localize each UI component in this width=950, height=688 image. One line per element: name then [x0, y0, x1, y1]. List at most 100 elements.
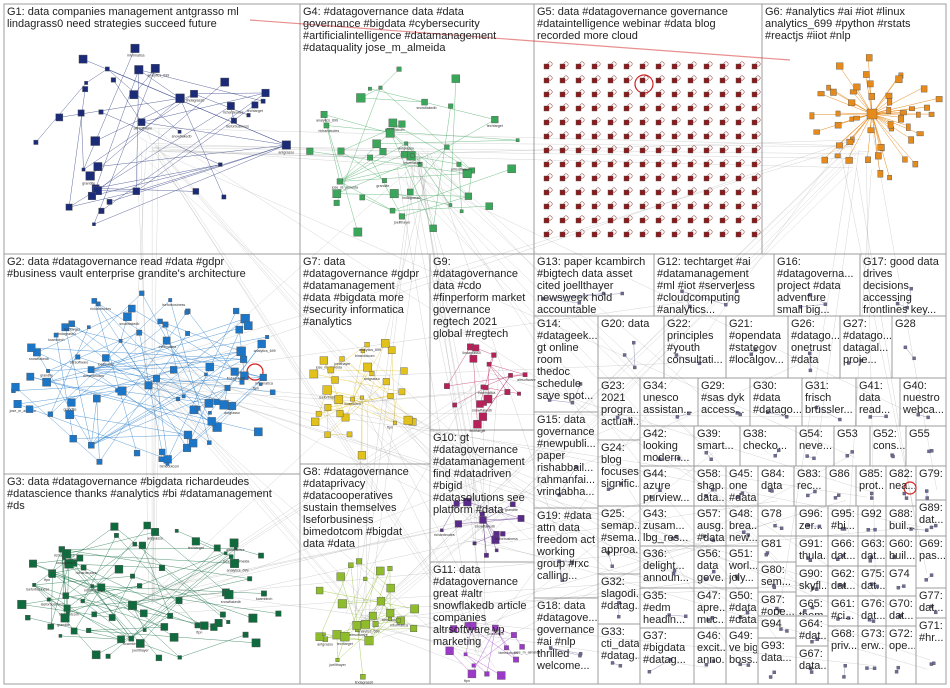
g26-label-line: #datago... [791, 330, 839, 342]
graph-edge [179, 634, 246, 658]
graph-edge [352, 398, 409, 421]
g7-label-line: #data #bigdata more [303, 292, 404, 304]
node-label: jose_m_almeida [513, 650, 540, 654]
graph-node [591, 217, 598, 224]
self-loop [595, 159, 601, 165]
graph-edge [847, 113, 873, 160]
node-label: lseforbusiness [162, 303, 185, 307]
node-label: grandite [63, 407, 76, 411]
g29-label-line: #sas dyk [701, 392, 745, 404]
g14-label-line: #datageek... [537, 330, 597, 342]
inter-group-edge [169, 377, 922, 528]
graph-node [261, 590, 267, 597]
graph-node [607, 217, 614, 224]
graph-node [93, 186, 102, 195]
graph-node [578, 382, 583, 386]
g77-label-line: G77: [919, 590, 943, 602]
self-loop [643, 215, 649, 221]
g83-label-line: rec... [797, 480, 822, 492]
graph-edge [52, 574, 198, 626]
graph-node [687, 161, 694, 168]
inter-group-edge [370, 505, 500, 615]
node-label: lseforbusiness [226, 124, 249, 128]
graph-node [322, 632, 326, 636]
node-label: bimedotcom [355, 354, 375, 358]
self-loop [691, 103, 697, 109]
g3-label: G3: data #datagovernance #bigdata richar… [7, 476, 299, 512]
g34-label: G34: unesco assistan... [643, 380, 697, 416]
graph-edge [810, 294, 826, 305]
graph-node [33, 139, 39, 145]
graph-node [877, 144, 885, 151]
graph-node [896, 665, 900, 670]
g14-label-line: save spot... [537, 390, 594, 402]
graph-node [639, 175, 646, 182]
self-loop [547, 103, 553, 109]
g21-label: G21: #opendata #stategov #localgov... [729, 318, 787, 366]
g21-label-line: G21: [729, 318, 753, 330]
node-label: techtarget [469, 429, 485, 433]
g56-label-line: G56: [697, 548, 721, 560]
graph-node [491, 116, 499, 124]
graph-edge [88, 626, 165, 631]
g53-label: G53 [837, 428, 869, 440]
inter-group-edge [171, 384, 818, 590]
g46-label-line: anno... [697, 654, 725, 666]
inter-group-edge [402, 159, 714, 456]
graph-node [655, 175, 662, 182]
inter-group-edge [143, 297, 712, 378]
graph-edge [105, 357, 233, 407]
graph-edge [344, 570, 381, 637]
graph-node [809, 112, 815, 120]
graph-edge [669, 614, 686, 617]
graph-node [137, 118, 146, 126]
graph-node [213, 544, 221, 552]
graph-node [655, 63, 662, 70]
g94-label-line: G94 [761, 618, 782, 630]
graph-node [105, 653, 111, 659]
graph-node [575, 161, 582, 168]
g23-label-line: 2021 [601, 392, 626, 404]
inter-group-edge [858, 150, 870, 153]
graph-edge [867, 113, 873, 159]
g15-label-line: governance [537, 426, 595, 438]
g48-label: G48:brea...new... [729, 508, 757, 544]
graph-node [47, 411, 54, 417]
graph-edge [542, 298, 580, 304]
graph-node [821, 156, 828, 164]
graph-edge [624, 354, 635, 368]
graph-edge [29, 351, 242, 410]
graph-node [719, 77, 726, 84]
self-loop [739, 145, 745, 151]
g48-label-line: G48: [729, 508, 753, 520]
node-label: lseforbusiness [26, 588, 49, 592]
inter-group-edge [161, 381, 368, 400]
graph-node [687, 147, 694, 154]
inter-group-edge [847, 169, 872, 534]
g11-label-line: snowflakedb article [433, 600, 527, 612]
graph-node [773, 523, 777, 528]
graph-node [132, 541, 138, 547]
graph-node [336, 410, 344, 418]
self-loop [723, 159, 729, 165]
g57-label-line: ausg... [697, 520, 725, 532]
graph-node [668, 657, 673, 662]
graph-node [226, 620, 231, 625]
node-label: antgrasso [147, 537, 163, 541]
graph-node [315, 632, 325, 641]
graph-node [671, 175, 678, 182]
g25-label-line: G25: [601, 508, 625, 520]
inter-group-edge [139, 137, 149, 143]
graph-node [96, 458, 103, 465]
graph-node [808, 293, 813, 297]
graph-node [620, 291, 624, 296]
g91-label-line: thula... [799, 550, 827, 562]
graph-node [337, 599, 347, 609]
graph-node [235, 325, 244, 334]
self-loop [739, 187, 745, 193]
graph-edge [488, 364, 526, 375]
graph-node [929, 525, 934, 530]
graph-node [909, 527, 913, 531]
self-loop [595, 187, 601, 193]
g7-label-line: #datamanagement [303, 280, 395, 292]
